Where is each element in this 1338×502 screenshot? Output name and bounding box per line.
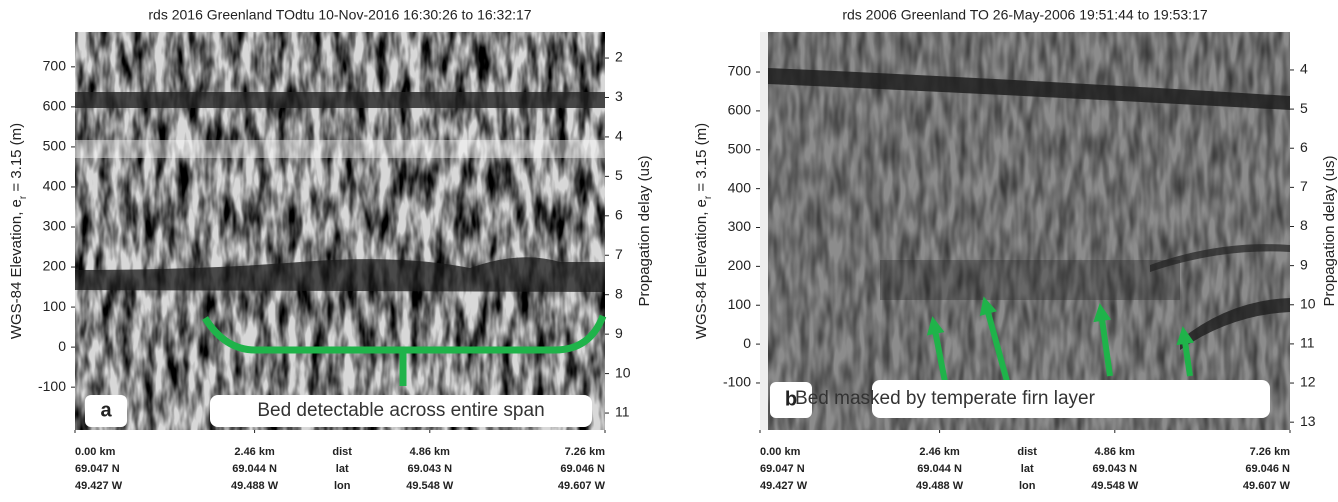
row-name: lat <box>1021 463 1034 475</box>
lon-label: 49.548 W <box>406 480 454 492</box>
y2-tick-label: 8 <box>1300 217 1308 233</box>
y-axis-label-part: r <box>18 195 29 199</box>
panel-label: a <box>100 399 112 421</box>
lat-label: 69.047 N <box>75 463 120 475</box>
y2-tick-label: 6 <box>1300 139 1308 155</box>
y-axis-label: WGS-84 Elevation, er = 3.15 (m) <box>693 123 714 339</box>
y-tick-label: 700 <box>728 63 752 79</box>
lat-label: 69.044 N <box>232 463 277 475</box>
y-tick-label: 400 <box>728 179 752 195</box>
lat-label: 69.043 N <box>407 463 452 475</box>
y-axis-label-part: WGS-84 Elevation, e <box>693 199 710 339</box>
lon-label: 49.548 W <box>1091 480 1139 492</box>
y-tick-label: 500 <box>43 138 67 154</box>
annotation: Bed detectable across entire span <box>257 400 544 421</box>
lon-label: 49.488 W <box>916 480 964 492</box>
y-tick-label: 600 <box>43 98 67 114</box>
chart-title: rds 2016 Greenland TOdtu 10-Nov-2016 16:… <box>148 7 531 23</box>
y-tick-label: -100 <box>723 374 751 390</box>
y-axis-label: WGS-84 Elevation, er = 3.15 (m) <box>8 123 29 339</box>
x-tick-label: 7.26 km <box>565 446 606 458</box>
x-tick-label: 2.46 km <box>919 446 960 458</box>
x-tick-label: 4.86 km <box>410 446 451 458</box>
y-tick-label: 700 <box>43 58 67 74</box>
x-tick-label: 2.46 km <box>234 446 275 458</box>
y2-tick-label: 4 <box>1300 61 1308 77</box>
lat-label: 69.047 N <box>760 463 805 475</box>
y-tick-label: 0 <box>58 338 66 354</box>
y2-tick-label: 12 <box>1300 374 1316 390</box>
y-tick-label: 600 <box>728 102 752 118</box>
y2-tick-label: 7 <box>1300 178 1308 194</box>
y-axis-label-part: = 3.15 (m) <box>693 123 710 196</box>
lon-label: 49.427 W <box>760 480 808 492</box>
annotation: Bed masked by temperate firn layer <box>795 388 1096 409</box>
lon-label: 49.607 W <box>1243 480 1291 492</box>
panel-b-image <box>760 32 1290 430</box>
y2-tick-label: 9 <box>615 325 623 341</box>
x-tick-label: 0.00 km <box>75 446 116 458</box>
y2-tick-label: 9 <box>1300 256 1308 272</box>
y-tick-label: 500 <box>728 140 752 156</box>
y2-tick-label: 5 <box>615 167 623 183</box>
lat-label: 69.043 N <box>1092 463 1137 475</box>
y-axis-label-part: = 3.15 (m) <box>8 123 25 196</box>
lat-label: 69.046 N <box>560 463 605 475</box>
row-name: lon <box>334 480 351 492</box>
y-tick-label: -100 <box>38 378 66 394</box>
y-tick-label: 0 <box>743 335 751 351</box>
y2-tick-label: 3 <box>615 88 623 104</box>
lat-label: 69.044 N <box>917 463 962 475</box>
row-name: dist <box>332 446 352 458</box>
y2-tick-label: 10 <box>615 364 631 380</box>
y2-tick-label: 2 <box>615 49 623 65</box>
y-tick-label: 400 <box>43 178 67 194</box>
y-tick-label: 200 <box>728 257 752 273</box>
y-axis-label-part: r <box>703 195 714 199</box>
y2-tick-label: 10 <box>1300 295 1316 311</box>
panel-label: b <box>785 388 797 410</box>
y2-axis-label: Propagation delay (us) <box>636 156 653 307</box>
x-tick-label: 4.86 km <box>1095 446 1136 458</box>
lat-label: 69.046 N <box>1245 463 1290 475</box>
y-tick-label: 300 <box>43 218 67 234</box>
y-tick-label: 100 <box>728 296 752 312</box>
y2-tick-label: 13 <box>1300 413 1316 429</box>
row-name: lon <box>1019 480 1036 492</box>
y2-tick-label: 11 <box>1300 335 1315 351</box>
row-name: lat <box>336 463 349 475</box>
row-name: dist <box>1017 446 1037 458</box>
x-tick-label: 0.00 km <box>760 446 801 458</box>
panel-a-image <box>75 32 607 430</box>
y-tick-label: 200 <box>43 258 67 274</box>
lon-label: 49.607 W <box>558 480 606 492</box>
lon-label: 49.427 W <box>75 480 123 492</box>
y2-tick-label: 11 <box>615 404 630 420</box>
lon-label: 49.488 W <box>231 480 279 492</box>
y-tick-label: 100 <box>43 298 67 314</box>
x-tick-label: 7.26 km <box>1250 446 1291 458</box>
y2-tick-label: 6 <box>615 207 623 223</box>
y2-axis-label: Propagation delay (us) <box>1321 156 1338 307</box>
y2-tick-label: 7 <box>615 246 623 262</box>
chart-title: rds 2006 Greenland TO 26-May-2006 19:51:… <box>842 7 1208 23</box>
y-tick-label: 300 <box>728 218 752 234</box>
y2-tick-label: 8 <box>615 285 623 301</box>
y2-tick-label: 5 <box>1300 100 1308 116</box>
y-axis-label-part: WGS-84 Elevation, e <box>8 199 25 339</box>
y2-tick-label: 4 <box>615 128 623 144</box>
